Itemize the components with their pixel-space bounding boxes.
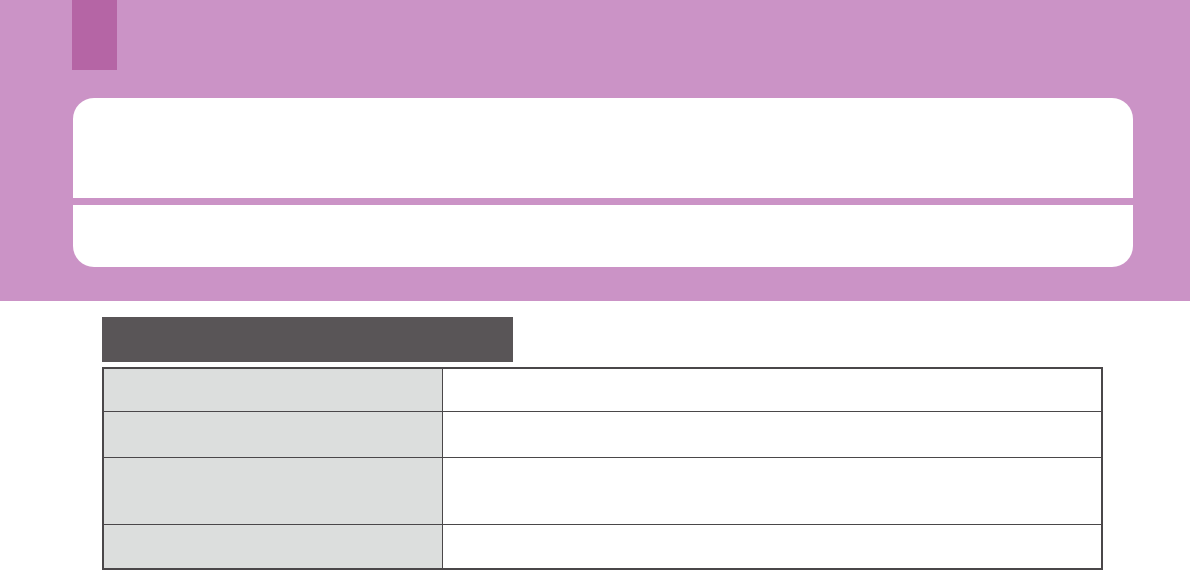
- row-value-cell: [441, 523, 1103, 570]
- row-value-cell: [441, 456, 1103, 525]
- callout-box: [73, 98, 1133, 267]
- callout-bottom-section: [73, 205, 1133, 267]
- row-value-cell: [441, 410, 1103, 458]
- row-label-cell: [102, 367, 443, 412]
- table-row: [102, 410, 1103, 458]
- table-row: [102, 367, 1103, 412]
- section-header-bar: [102, 317, 513, 362]
- table-row: [102, 456, 1103, 525]
- row-label-cell: [102, 523, 443, 570]
- spec-table: [102, 367, 1103, 570]
- row-label-cell: [102, 456, 443, 525]
- section-tab: [72, 0, 117, 70]
- callout-top-section: [73, 98, 1133, 198]
- table-row: [102, 523, 1103, 570]
- row-label-cell: [102, 410, 443, 458]
- callout-divider: [73, 198, 1133, 205]
- header-band: [0, 0, 1190, 301]
- row-value-cell: [441, 367, 1103, 412]
